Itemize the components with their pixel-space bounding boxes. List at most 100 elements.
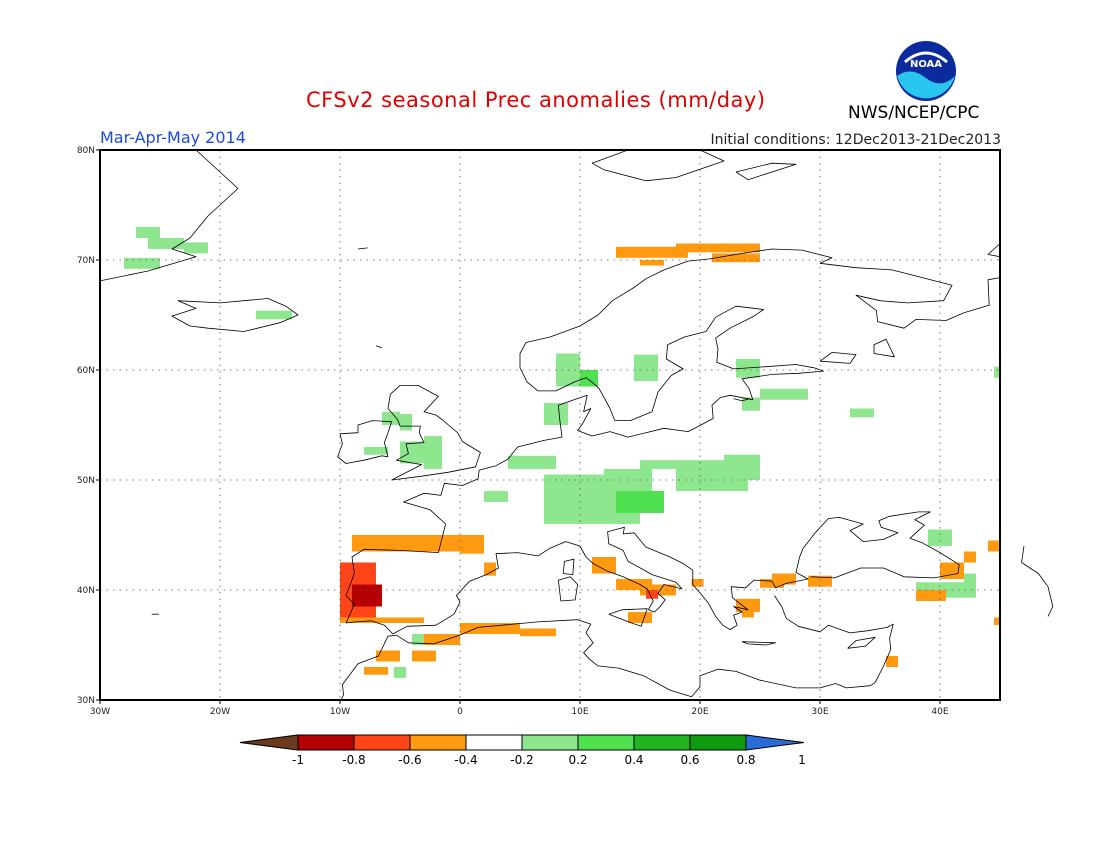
coastline bbox=[733, 398, 751, 402]
anomaly-cell bbox=[520, 628, 556, 637]
coastline bbox=[339, 619, 871, 703]
colorbar-swatch bbox=[239, 734, 299, 751]
anomaly-cell bbox=[736, 359, 760, 378]
lat-tick-label: 70N bbox=[77, 256, 95, 266]
coastline bbox=[375, 345, 383, 349]
coastline bbox=[357, 247, 368, 250]
anomaly-cell bbox=[256, 310, 292, 320]
initial-conditions-label: Initial conditions: 12Dec2013-21Dec2013 bbox=[710, 132, 1002, 148]
colorbar-label: -0.4 bbox=[454, 753, 477, 767]
coastline bbox=[987, 243, 1001, 258]
lon-tick-label: 20W bbox=[210, 707, 230, 717]
anomaly-cell bbox=[484, 562, 496, 576]
lon-tick-label: 30E bbox=[811, 707, 828, 717]
anomaly-cell bbox=[508, 455, 556, 469]
coastline bbox=[345, 620, 394, 635]
anomaly-cell bbox=[742, 606, 754, 618]
anomaly-cell bbox=[424, 436, 442, 469]
anomaly-cell bbox=[676, 243, 760, 253]
colorbar-label: -0.2 bbox=[510, 753, 533, 767]
colorbar-swatch bbox=[353, 734, 411, 751]
colorbar-swatch bbox=[465, 734, 523, 751]
anomaly-cell bbox=[760, 388, 808, 400]
anomaly-cells bbox=[124, 227, 1000, 678]
anomaly-cell bbox=[592, 557, 616, 574]
anomaly-cell bbox=[544, 403, 568, 425]
coastline bbox=[847, 636, 876, 649]
anomaly-cell bbox=[184, 242, 208, 254]
anomaly-cell bbox=[886, 656, 898, 667]
colorbar-label: 0.2 bbox=[568, 753, 587, 767]
coastline bbox=[345, 248, 833, 624]
colorbar-label: -1 bbox=[292, 753, 304, 767]
noaa-logo: NOAA bbox=[896, 41, 956, 101]
coastlines bbox=[99, 149, 1054, 703]
anomaly-cell bbox=[412, 650, 436, 662]
map-frame bbox=[99, 149, 1001, 701]
season-label: Mar-Apr-May 2014 bbox=[100, 128, 246, 147]
coastline bbox=[608, 608, 648, 627]
coastline bbox=[387, 385, 481, 481]
lon-tick-label: 20E bbox=[691, 707, 708, 717]
colorbar-swatch bbox=[689, 734, 747, 751]
anomaly-cell bbox=[616, 491, 664, 513]
anomaly-cell bbox=[634, 354, 658, 381]
anomaly-cell bbox=[994, 617, 1000, 626]
anomaly-cell bbox=[724, 454, 760, 480]
lon-tick-label: 10W bbox=[330, 707, 350, 717]
anomaly-cell bbox=[400, 441, 424, 464]
lon-tick-label: 40E bbox=[931, 707, 948, 717]
anomaly-cell bbox=[340, 617, 424, 623]
coastline bbox=[171, 298, 299, 332]
colorbar-swatch bbox=[577, 734, 635, 751]
coastline bbox=[819, 352, 857, 364]
anomaly-cell bbox=[640, 460, 760, 469]
lat-tick-label: 80N bbox=[77, 146, 95, 156]
anomaly-cell bbox=[364, 447, 388, 455]
anomaly-cell bbox=[808, 575, 832, 587]
coastline bbox=[558, 576, 578, 602]
lat-tick-label: 50N bbox=[77, 476, 95, 486]
anomaly-cell bbox=[940, 562, 964, 579]
anomaly-cell bbox=[712, 253, 760, 263]
lon-tick-label: 0 bbox=[457, 707, 463, 717]
anomaly-cell bbox=[646, 590, 658, 599]
axis-ticks: 30W 20W 10W 0 10E 20E 30E 40E 30N 40N 50N 60N 70N 80N bbox=[77, 146, 949, 717]
coastline bbox=[774, 595, 894, 687]
lon-tick-label: 30W bbox=[90, 707, 110, 717]
anomaly-cell bbox=[628, 612, 652, 623]
colorbar-label: -0.6 bbox=[398, 753, 421, 767]
colorbar-swatch bbox=[633, 734, 691, 751]
anomaly-cell bbox=[616, 579, 652, 590]
colorbar-label: -0.8 bbox=[342, 753, 365, 767]
colorbar: -1 -0.8 -0.6 -0.4 -0.2 0.2 0.4 0.6 0.8 1 bbox=[239, 734, 806, 767]
anomaly-cell bbox=[394, 667, 406, 678]
colorbar-label: 0.8 bbox=[736, 753, 755, 767]
anomaly-cell bbox=[412, 634, 424, 645]
coastline bbox=[1021, 545, 1054, 617]
coastline bbox=[819, 262, 1001, 329]
anomaly-cell bbox=[376, 650, 400, 662]
anomaly-cell bbox=[994, 366, 1000, 378]
colorbar-swatch bbox=[521, 734, 579, 751]
anomaly-cell bbox=[148, 238, 184, 249]
anomaly-cell bbox=[364, 667, 388, 675]
chart-title: CFSv2 seasonal Prec anomalies (mm/day) bbox=[306, 88, 766, 112]
colorbar-label: 0.6 bbox=[680, 753, 699, 767]
anomaly-cell bbox=[850, 408, 874, 418]
coastline bbox=[392, 511, 960, 635]
anomaly-cell bbox=[352, 584, 382, 607]
anomaly-cell bbox=[124, 257, 160, 269]
colorbar-swatch bbox=[409, 734, 467, 751]
logo-text: NOAA bbox=[910, 59, 942, 70]
coastline bbox=[873, 338, 895, 358]
lat-tick-label: 40N bbox=[77, 586, 95, 596]
anomaly-cell bbox=[952, 582, 976, 598]
anomaly-cell bbox=[640, 260, 664, 266]
agency-label: NWS/NCEP/CPC bbox=[848, 103, 980, 123]
anomaly-cell bbox=[400, 414, 412, 431]
anomaly-cell bbox=[580, 370, 598, 387]
anomaly-cell bbox=[916, 590, 946, 601]
anomaly-cell bbox=[616, 246, 688, 258]
